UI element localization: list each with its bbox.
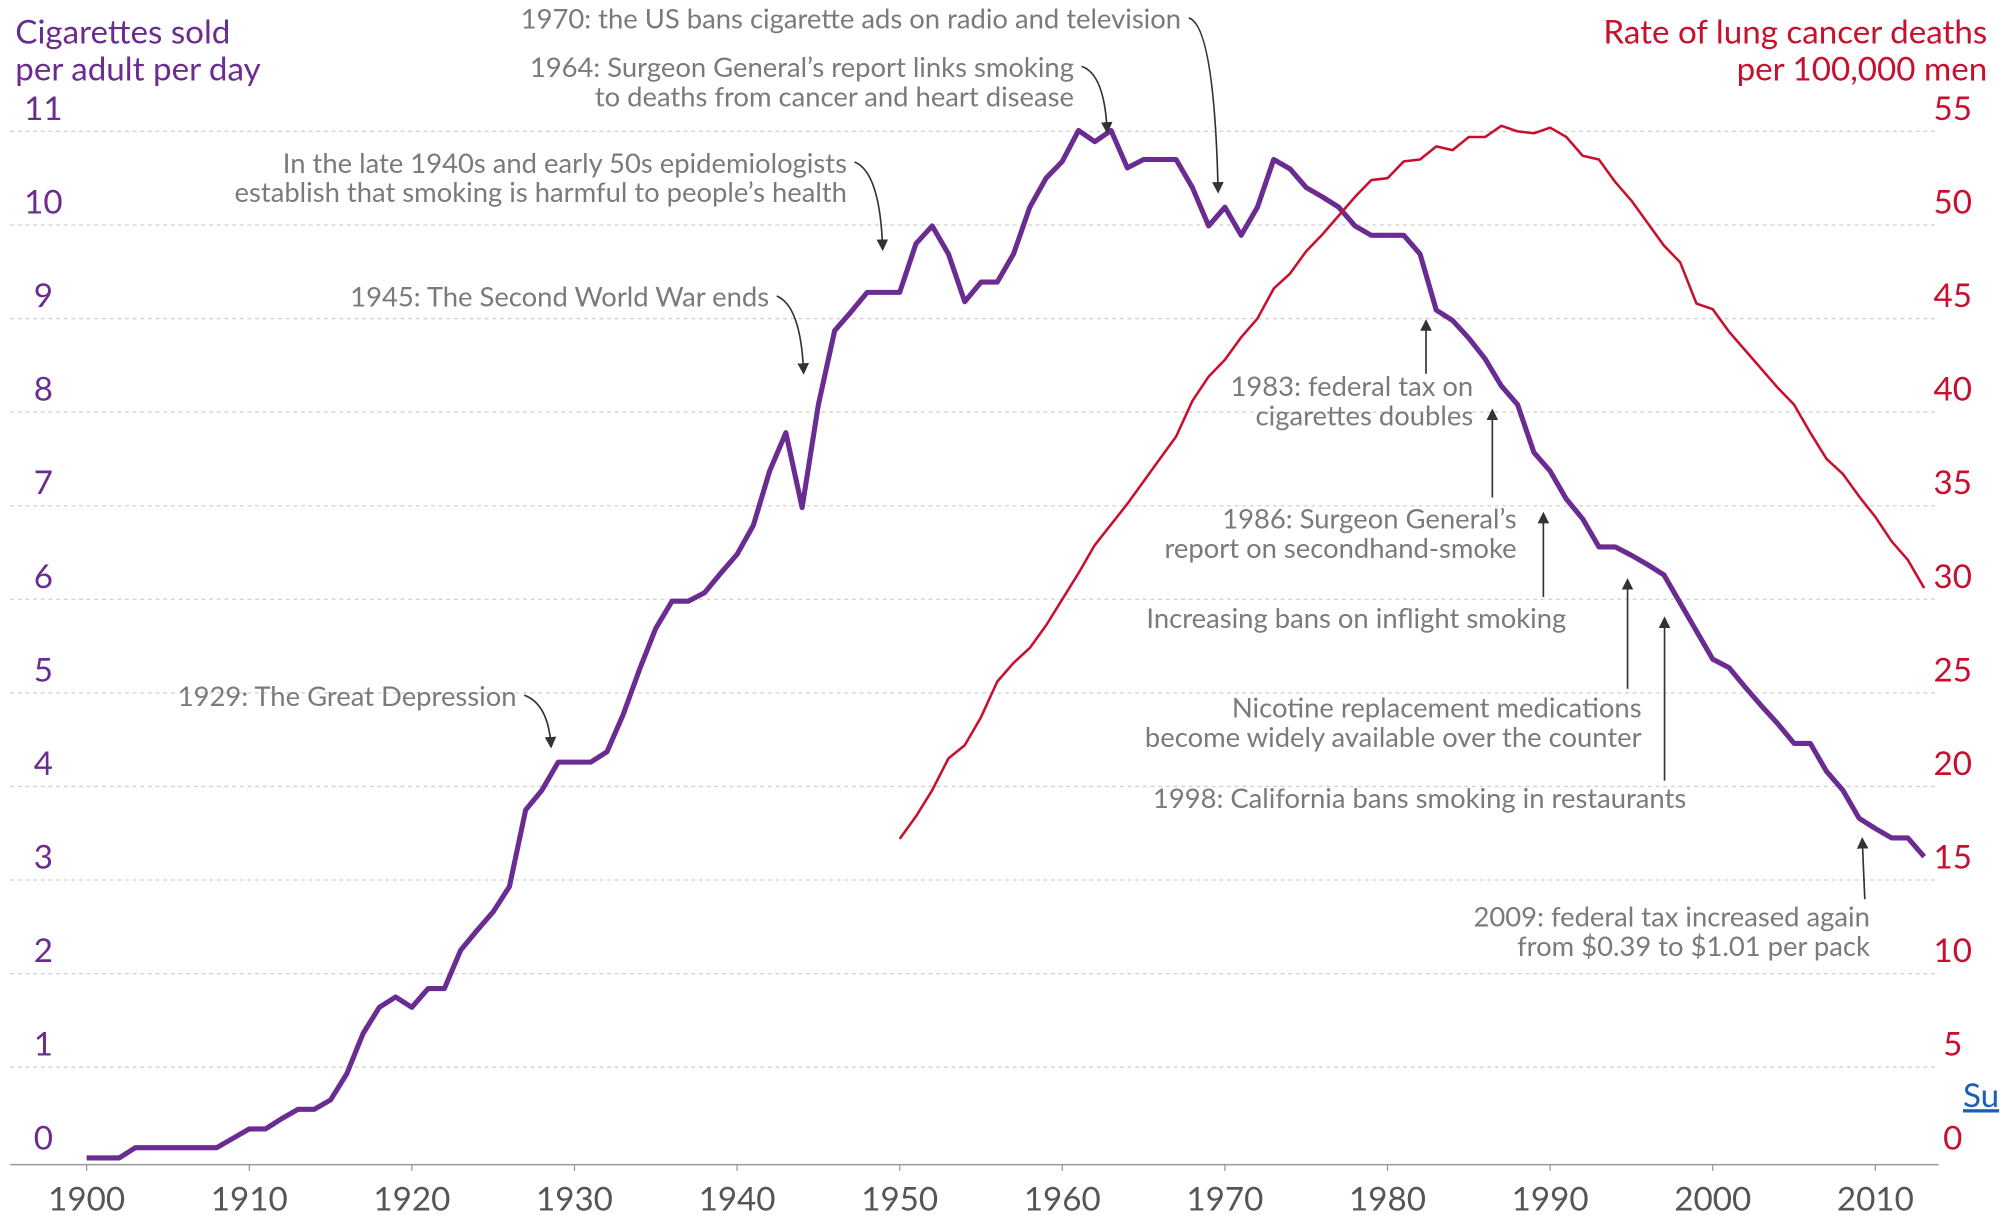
annotation: to deaths from cancer and heart disease xyxy=(595,79,1074,112)
annotation: from $0.39 to $1.01 per pack xyxy=(1517,929,1870,962)
y2-tick-label: 50 xyxy=(1934,182,1972,222)
annotation: 1970: the US bans cigarette ads on radio… xyxy=(521,2,1181,35)
y2-tick-label: 45 xyxy=(1934,275,1972,315)
annotation: 1945: The Second World War ends xyxy=(350,280,769,313)
annotation: Increasing bans on inflight smoking xyxy=(1146,601,1566,634)
y-axis-title: per adult per day xyxy=(15,48,260,88)
y-tick-label: 5 xyxy=(34,649,53,689)
annotation: 1998: California bans smoking in restaur… xyxy=(1153,781,1686,814)
data-line xyxy=(898,124,1926,840)
annotation: become widely available over the counter xyxy=(1145,720,1642,753)
annotation: 1964: Surgeon General’s report links smo… xyxy=(530,50,1074,83)
y-tick-label: 7 xyxy=(34,462,53,502)
y-axis-title: Cigarettes sold xyxy=(15,11,230,51)
x-tick-label: 1980 xyxy=(1349,1178,1426,1215)
x-tick-label: 1910 xyxy=(211,1178,288,1215)
y2-tick-label: 25 xyxy=(1934,649,1972,689)
annotation: 1983: federal tax on xyxy=(1231,369,1474,402)
y2-tick-label: 40 xyxy=(1934,369,1972,409)
x-tick-label: 2000 xyxy=(1674,1178,1751,1215)
annotation: establish that smoking is harmful to peo… xyxy=(235,175,847,208)
x-tick-label: 1990 xyxy=(1512,1178,1589,1215)
y2-tick-label: 35 xyxy=(1934,462,1972,502)
annotation: cigarettes doubles xyxy=(1256,398,1474,431)
annotation-arrow xyxy=(1188,17,1224,194)
x-tick-label: 2010 xyxy=(1837,1178,1914,1215)
annotation-arrow xyxy=(1856,837,1869,900)
y-tick-label: 0 xyxy=(34,1117,53,1157)
y-tick-label: 9 xyxy=(34,275,53,315)
annotation: 1986: Surgeon General’s xyxy=(1222,502,1516,535)
y-tick-label: 6 xyxy=(34,556,53,596)
annotation-arrow xyxy=(523,694,557,749)
data-line xyxy=(86,127,1927,1161)
y2-axis-title: Rate of lung cancer deaths xyxy=(1603,11,1987,51)
y2-tick-label: 15 xyxy=(1934,837,1972,877)
x-tick-label: 1960 xyxy=(1024,1178,1101,1215)
annotation-arrow xyxy=(776,295,810,375)
y2-tick-label: 30 xyxy=(1934,556,1972,596)
y-tick-label: 11 xyxy=(24,88,62,128)
y-tick-label: 3 xyxy=(34,837,53,877)
x-tick-label: 1970 xyxy=(1186,1178,1263,1215)
y2-tick-label: 55 xyxy=(1934,88,1972,128)
annotation-arrow xyxy=(854,161,889,252)
annotation-arrow xyxy=(1081,65,1113,134)
y-tick-label: 1 xyxy=(34,1024,53,1064)
source-link[interactable]: Su xyxy=(1963,1075,1999,1115)
annotation: In the late 1940s and early 50s epidemio… xyxy=(283,146,847,179)
annotation: 1929: The Great Depression xyxy=(178,679,517,712)
y-tick-label: 4 xyxy=(34,743,53,783)
y2-tick-label: 0 xyxy=(1943,1117,1962,1157)
y2-axis-title: per 100,000 men xyxy=(1737,48,1988,88)
annotation: report on secondhand-smoke xyxy=(1164,531,1516,564)
x-tick-label: 1940 xyxy=(699,1178,776,1215)
y-tick-label: 10 xyxy=(24,182,62,222)
y-tick-label: 2 xyxy=(34,930,53,970)
y2-tick-label: 10 xyxy=(1934,930,1972,970)
annotation: 2009: federal tax increased again xyxy=(1474,900,1870,933)
x-tick-label: 1900 xyxy=(48,1178,125,1215)
x-tick-label: 1920 xyxy=(373,1178,450,1215)
x-tick-label: 1950 xyxy=(861,1178,938,1215)
y2-tick-label: 20 xyxy=(1934,743,1972,783)
y2-tick-label: 5 xyxy=(1943,1024,1962,1064)
x-tick-label: 1930 xyxy=(536,1178,613,1215)
annotation: Nicotine replacement medications xyxy=(1232,690,1642,723)
y-tick-label: 8 xyxy=(34,369,53,409)
